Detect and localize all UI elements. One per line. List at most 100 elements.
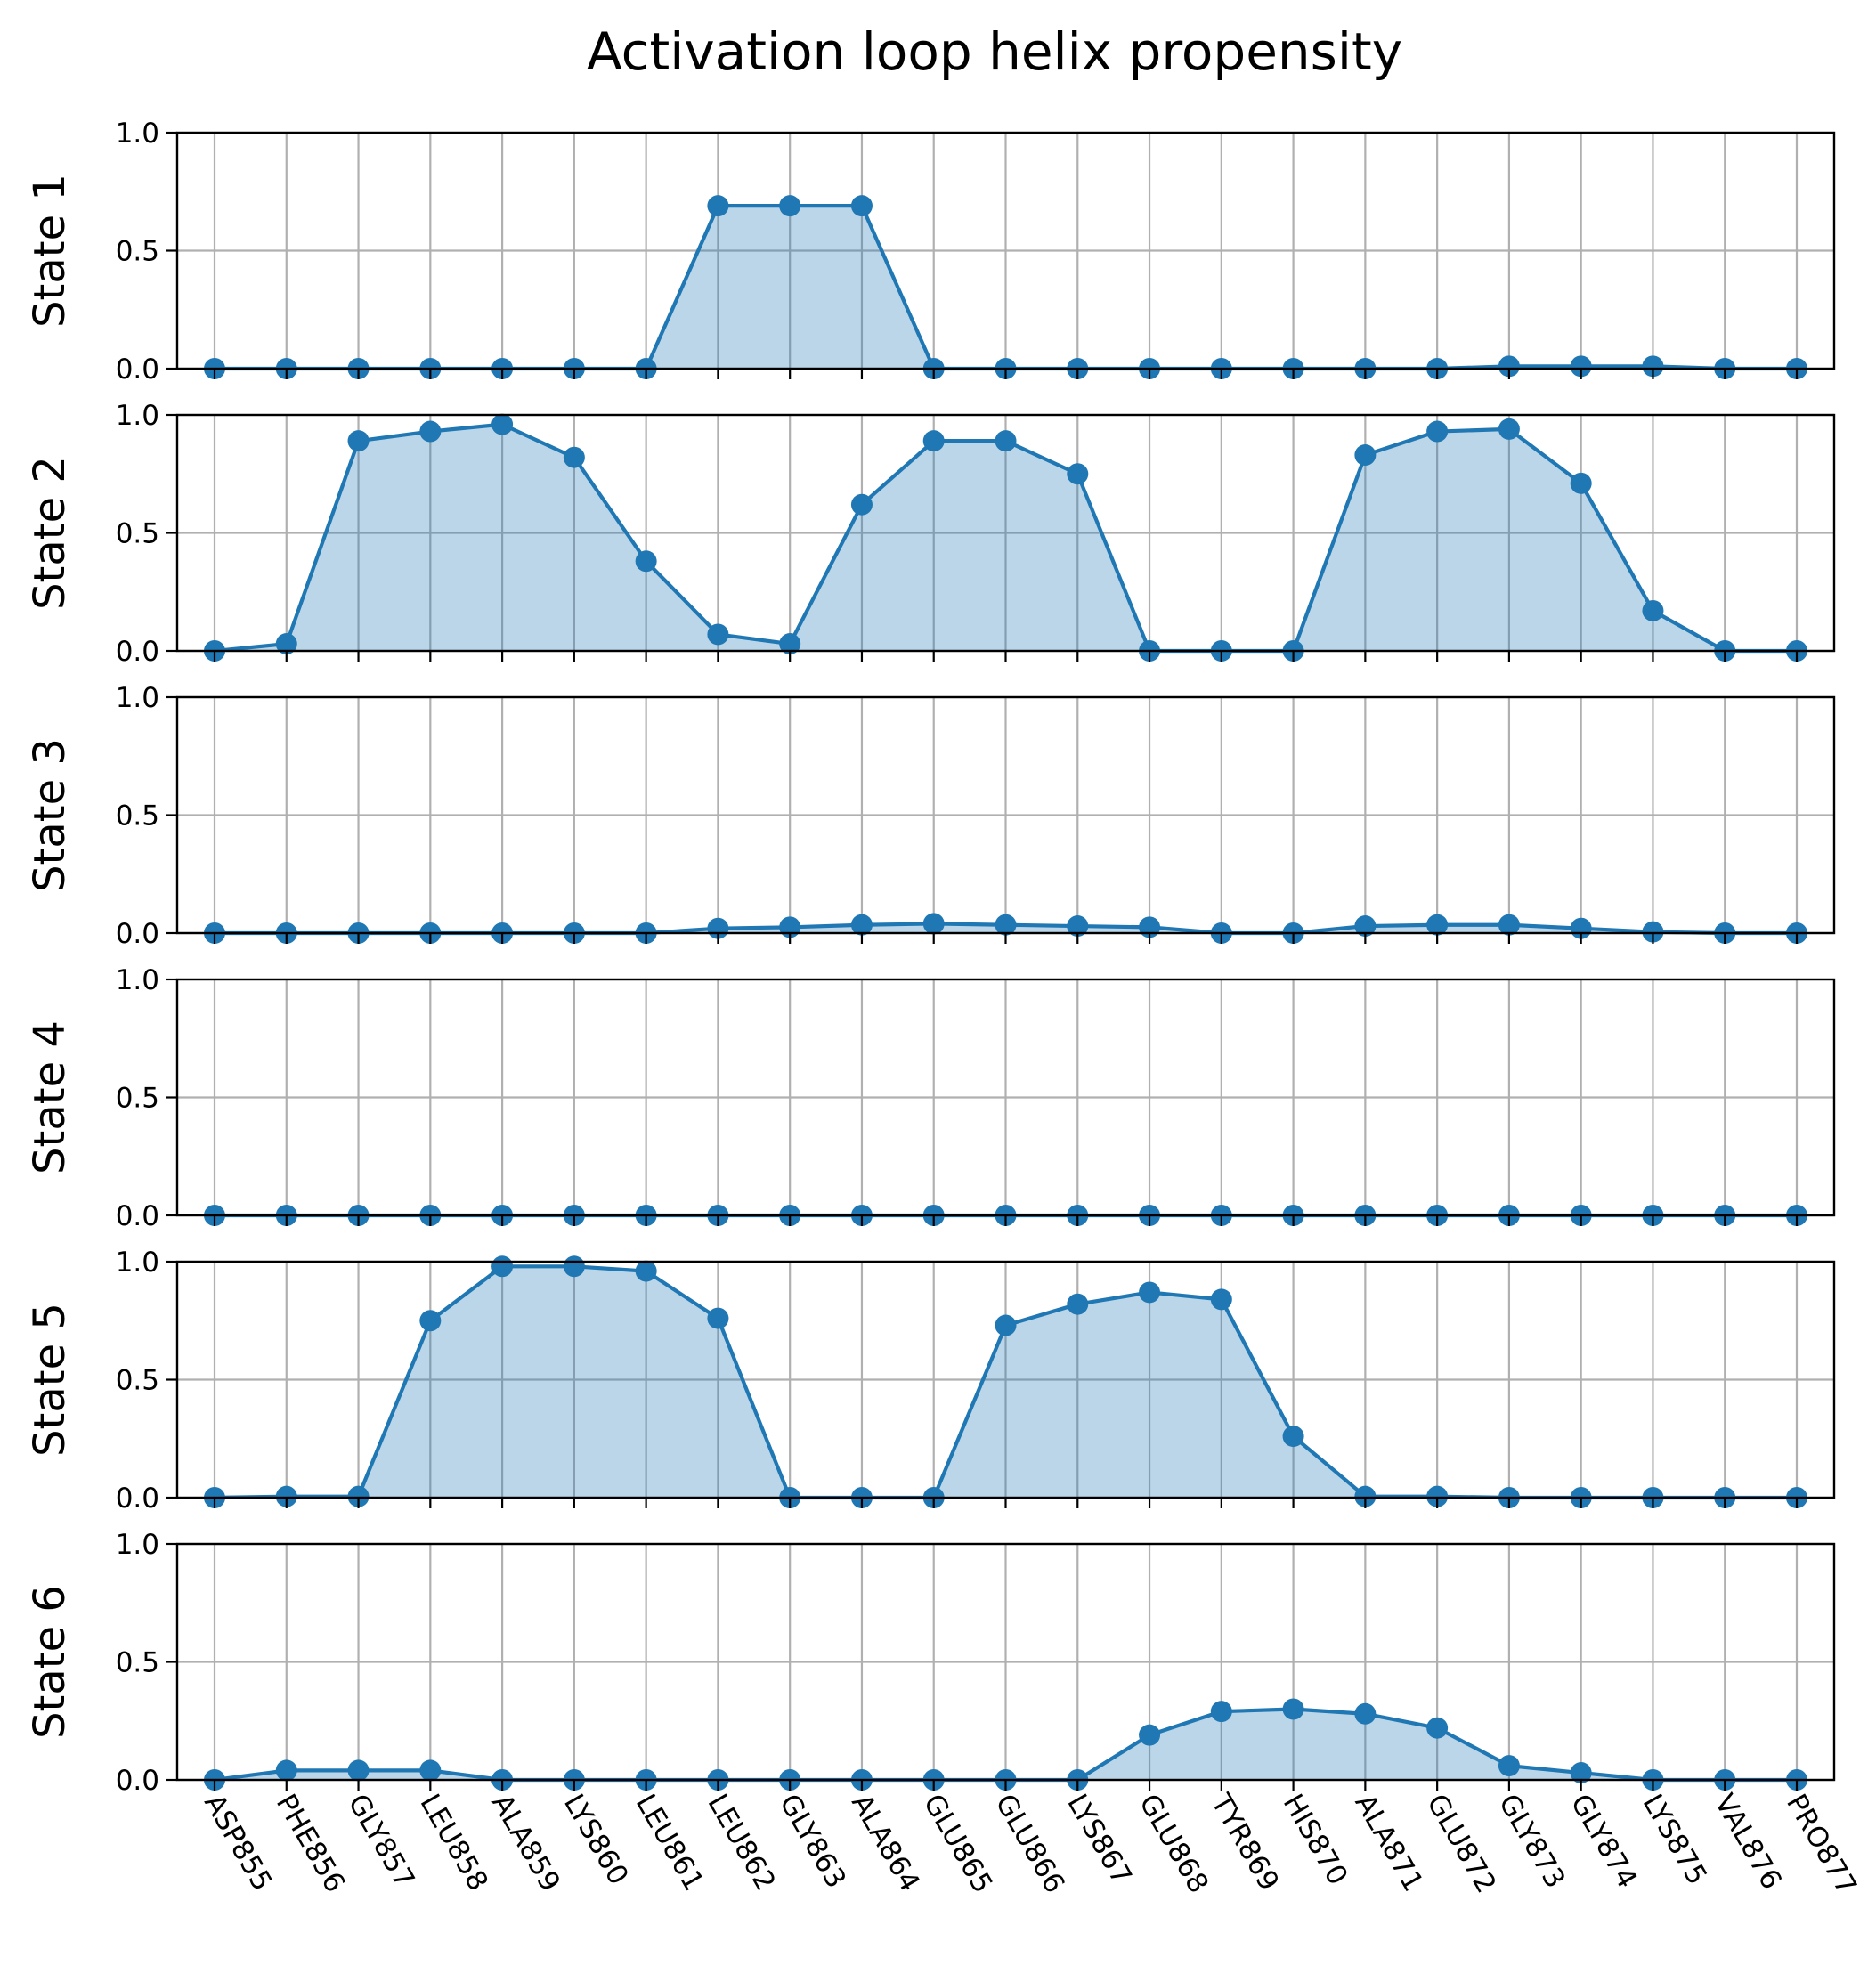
panel-frame xyxy=(175,1542,1836,1782)
panel-frame xyxy=(175,978,1836,1217)
data-point xyxy=(1282,1426,1304,1448)
data-point xyxy=(1354,1485,1377,1507)
data-point xyxy=(275,1485,297,1507)
x-tick-label: GLU872 xyxy=(1420,1789,1502,1898)
y-tick-label: 0.5 xyxy=(116,1083,159,1115)
data-point xyxy=(1426,1717,1449,1739)
data-point xyxy=(995,914,1017,936)
x-tick-label: GLY874 xyxy=(1564,1789,1644,1894)
x-tick-label: LYS860 xyxy=(557,1789,635,1890)
area-fill xyxy=(215,424,1797,651)
data-point xyxy=(995,430,1017,452)
data-point xyxy=(922,913,945,935)
data-point xyxy=(1282,1698,1304,1720)
x-tick-label: LEU861 xyxy=(629,1789,711,1897)
data-point xyxy=(491,1255,514,1278)
data-point xyxy=(347,430,370,452)
panel-frame xyxy=(175,413,1836,653)
data-point xyxy=(419,420,442,443)
x-tick-label: GLY873 xyxy=(1492,1789,1571,1894)
y-tick-label: 0.5 xyxy=(116,518,159,550)
data-point xyxy=(275,1759,297,1782)
data-point xyxy=(850,493,873,516)
x-tick-label: HIS870 xyxy=(1277,1789,1354,1890)
x-tick-label: GLU866 xyxy=(989,1789,1071,1898)
y-tick-label: 0.0 xyxy=(116,636,159,668)
panel-state-1: 0.0 0.5 1.0 State 1 xyxy=(25,118,1836,386)
y-axis-label: State 4 xyxy=(25,1020,75,1174)
x-tick-label: TYR869 xyxy=(1204,1788,1285,1897)
data-point xyxy=(707,195,729,217)
data-point xyxy=(1498,914,1520,936)
x-tick-label: LEU858 xyxy=(413,1789,494,1897)
data-point xyxy=(1210,1701,1232,1723)
x-tick-label: GLU865 xyxy=(917,1789,999,1898)
x-tick-label: VAL876 xyxy=(1708,1789,1788,1895)
data-point xyxy=(563,1255,585,1278)
panel-frame xyxy=(175,1260,1836,1499)
x-tick-label: ALA864 xyxy=(845,1789,926,1897)
data-point xyxy=(635,1260,657,1282)
data-point xyxy=(850,195,873,217)
data-point xyxy=(1354,915,1377,938)
data-point xyxy=(1642,921,1664,943)
y-tick-label: 0.0 xyxy=(116,1200,159,1232)
y-axis-label: State 2 xyxy=(25,456,75,610)
area-fill xyxy=(215,1709,1797,1780)
data-point xyxy=(419,1759,442,1782)
y-tick-label: 1.0 xyxy=(116,682,159,714)
data-point xyxy=(1067,463,1089,485)
panel-frame xyxy=(175,131,1836,370)
y-tick-label: 0.5 xyxy=(116,1647,159,1679)
data-point xyxy=(1139,1281,1161,1304)
x-tick-label: ASP855 xyxy=(198,1789,279,1897)
x-tick-label: PRO877 xyxy=(1780,1789,1863,1900)
data-point xyxy=(1498,1755,1520,1777)
panel-state-3: 0.0 0.5 1.0 State 3 xyxy=(25,682,1836,950)
data-point xyxy=(1426,914,1449,936)
x-tick-label: GLU868 xyxy=(1133,1789,1214,1898)
y-tick-label: 1.0 xyxy=(116,964,159,996)
y-tick-label: 1.0 xyxy=(116,118,159,150)
x-tick-label: GLY857 xyxy=(342,1789,421,1894)
data-point xyxy=(1570,472,1592,494)
panel-state-5: 0.0 0.5 1.0 State 5 xyxy=(25,1247,1836,1515)
data-point xyxy=(1426,420,1449,443)
area-fill xyxy=(215,1266,1797,1498)
x-tick-label: GLY863 xyxy=(773,1789,852,1894)
x-tick-label: LYS875 xyxy=(1636,1789,1714,1890)
data-point xyxy=(707,623,729,646)
x-tick-label: PHE856 xyxy=(270,1789,352,1898)
y-tick-label: 1.0 xyxy=(116,1529,159,1561)
y-axis-label: State 1 xyxy=(25,174,75,328)
data-point xyxy=(707,1307,729,1329)
data-point xyxy=(1498,355,1520,378)
data-point xyxy=(922,430,945,452)
chart-title: Activation loop helix propensity xyxy=(587,21,1402,82)
y-tick-label: 0.0 xyxy=(116,1482,159,1515)
data-point xyxy=(563,446,585,468)
data-point xyxy=(347,1485,370,1507)
y-axis-label: State 5 xyxy=(25,1303,75,1457)
x-tick-label: LYS867 xyxy=(1060,1789,1138,1890)
data-point xyxy=(1570,355,1592,378)
panel-state-6: 0.0 0.5 1.0 State 6 xyxy=(25,1529,1836,1797)
y-tick-label: 0.0 xyxy=(116,353,159,386)
panel-state-2: 0.0 0.5 1.0 State 2 xyxy=(25,400,1836,668)
y-tick-label: 0.0 xyxy=(116,918,159,950)
y-tick-label: 1.0 xyxy=(116,1247,159,1279)
data-point xyxy=(275,633,297,655)
y-axis-label: State 3 xyxy=(25,738,75,892)
x-tick-label: ALA859 xyxy=(485,1789,566,1897)
data-point xyxy=(850,914,873,936)
data-point xyxy=(1642,599,1664,621)
data-point xyxy=(1642,355,1664,378)
data-point xyxy=(1210,1288,1232,1311)
data-point xyxy=(1570,1762,1592,1784)
data-point xyxy=(1426,1485,1449,1507)
data-point xyxy=(779,195,801,217)
data-point xyxy=(995,1314,1017,1336)
data-point xyxy=(1067,1293,1089,1315)
data-point xyxy=(635,550,657,573)
